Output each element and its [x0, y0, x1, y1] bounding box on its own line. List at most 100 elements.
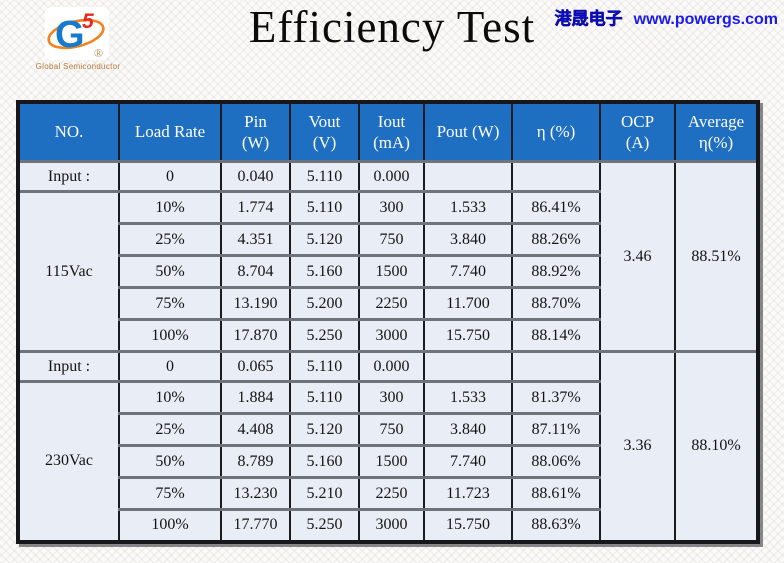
eta-cell: 87.11%	[511, 412, 601, 447]
load-cell: 75%	[118, 476, 222, 511]
col-header-no: NO.	[17, 100, 120, 163]
load-cell: 50%	[118, 254, 222, 289]
ocp-value-cell: 3.46	[599, 160, 676, 353]
pin-cell: 13.190	[220, 286, 291, 321]
pout-cell: 11.723	[423, 476, 513, 511]
pin-cell: 0.065	[220, 350, 291, 383]
table-row: 75% 13.190 5.200 2250 11.700 88.70%	[18, 286, 758, 321]
table-row: 100% 17.770 5.250 3000 15.750 88.63%	[18, 508, 758, 543]
eta-cell	[511, 160, 601, 193]
ocp-value-cell: 3.36	[599, 350, 676, 543]
pin-cell: 13.230	[220, 476, 291, 511]
table-row: 230Vac 10% 1.884 5.110 300 1.533 81.37%	[17, 380, 758, 543]
vout-cell: 5.200	[289, 286, 360, 321]
load-cell: 75%	[118, 286, 222, 321]
eta-cell: 88.26%	[511, 222, 601, 257]
load-cell: 10%	[118, 190, 222, 225]
table-row: 25% 4.408 5.120 750 3.840 87.11%	[18, 412, 758, 447]
pin-cell: 17.770	[220, 508, 291, 543]
pout-cell	[423, 350, 513, 383]
load-cell: 100%	[118, 318, 222, 353]
logo-swoosh	[47, 18, 105, 50]
watermark-company: 港晟电子	[554, 9, 623, 28]
col-header-pout: Pout (W)	[423, 100, 513, 163]
pout-cell: 3.840	[423, 412, 513, 447]
vout-cell: 5.110	[289, 160, 360, 193]
pout-cell: 1.533	[423, 190, 513, 225]
pout-cell: 1.533	[423, 380, 513, 415]
iout-cell: 300	[358, 380, 425, 415]
iout-cell: 2250	[358, 476, 425, 511]
col-header-ocp: OCP (A)	[599, 100, 676, 163]
vout-cell: 5.120	[289, 412, 360, 447]
pin-cell: 8.789	[220, 444, 291, 479]
page-title: Efficiency Test	[248, 2, 536, 52]
load-cell: 25%	[118, 412, 222, 447]
vout-cell: 5.250	[289, 508, 360, 543]
col-header-iout: Iout (mA)	[358, 100, 425, 163]
vout-cell: 5.210	[289, 476, 360, 511]
table-row: 100% 17.870 5.250 3000 15.750 88.14%	[18, 318, 758, 353]
load-cell: 10%	[118, 380, 222, 415]
pin-cell: 1.884	[220, 380, 291, 415]
load-cell: 0	[118, 160, 222, 193]
pin-cell: 4.408	[220, 412, 291, 447]
vout-cell: 5.160	[289, 254, 360, 289]
average-value-cell: 88.51%	[674, 160, 759, 353]
pout-cell: 15.750	[423, 318, 513, 353]
input-row-230vac: Input : 0 0.065 5.110 0.000 3.36 88.10%	[17, 350, 759, 543]
pout-cell: 7.740	[423, 254, 513, 289]
iout-cell: 1500	[358, 444, 425, 479]
eta-cell: 88.14%	[511, 318, 601, 353]
vout-cell: 5.110	[289, 350, 360, 383]
pin-cell: 8.704	[220, 254, 291, 289]
logo-caption: Global Semiconductor	[35, 62, 121, 71]
iout-cell: 750	[358, 222, 425, 257]
registered-mark-icon: ®	[94, 46, 103, 60]
vout-cell: 5.250	[289, 318, 360, 353]
col-header-vout: Vout (V)	[289, 100, 360, 163]
watermark-url: www.powergs.com	[633, 11, 778, 28]
iout-cell: 300	[358, 190, 425, 225]
col-header-load-rate: Load Rate	[118, 100, 222, 163]
eta-cell: 81.37%	[511, 380, 601, 415]
eta-cell: 88.63%	[511, 508, 601, 543]
eta-cell: 88.61%	[511, 476, 601, 511]
eta-cell: 88.92%	[511, 254, 601, 289]
iout-cell: 0.000	[358, 160, 425, 193]
input-label-cell: Input :	[17, 350, 120, 383]
input-row-115vac: Input : 0 0.040 5.110 0.000 3.46 88.51%	[17, 160, 759, 353]
vout-cell: 5.110	[289, 380, 360, 415]
pin-cell: 1.774	[220, 190, 291, 225]
iout-cell: 750	[358, 412, 425, 447]
pout-cell: 15.750	[423, 508, 513, 543]
eta-cell	[511, 350, 601, 383]
efficiency-table: NO. Load Rate Pin (W) Vout (V) Iout (mA) Po…	[16, 100, 760, 544]
logo-5: 5	[82, 10, 94, 33]
load-cell: 50%	[118, 444, 222, 479]
load-cell: 100%	[118, 508, 222, 543]
table-row: 115Vac 10% 1.774 5.110 300 1.533 86.41%	[17, 190, 758, 353]
section-name-cell: 230Vac	[17, 380, 120, 543]
col-header-pin: Pin (W)	[220, 100, 291, 163]
table-row: 75% 13.230 5.210 2250 11.723 88.61%	[18, 476, 758, 511]
eta-cell: 88.70%	[511, 286, 601, 321]
vout-cell: 5.160	[289, 444, 360, 479]
col-header-eta: η (%)	[511, 100, 601, 163]
pout-cell: 11.700	[423, 286, 513, 321]
iout-cell: 3000	[358, 318, 425, 353]
pin-cell: 17.870	[220, 318, 291, 353]
pout-cell	[423, 160, 513, 193]
logo-g-letter: G	[55, 14, 85, 56]
pin-cell: 4.351	[220, 222, 291, 257]
iout-cell: 1500	[358, 254, 425, 289]
iout-cell: 2250	[358, 286, 425, 321]
pout-cell: 3.840	[423, 222, 513, 257]
table-row: 25% 4.351 5.120 750 3.840 88.26%	[18, 222, 758, 257]
average-value-cell: 88.10%	[674, 350, 759, 543]
vout-cell: 5.110	[289, 190, 360, 225]
load-cell: 25%	[118, 222, 222, 257]
logo-graphic: G 5 ®	[47, 10, 105, 60]
eta-cell: 88.06%	[511, 444, 601, 479]
